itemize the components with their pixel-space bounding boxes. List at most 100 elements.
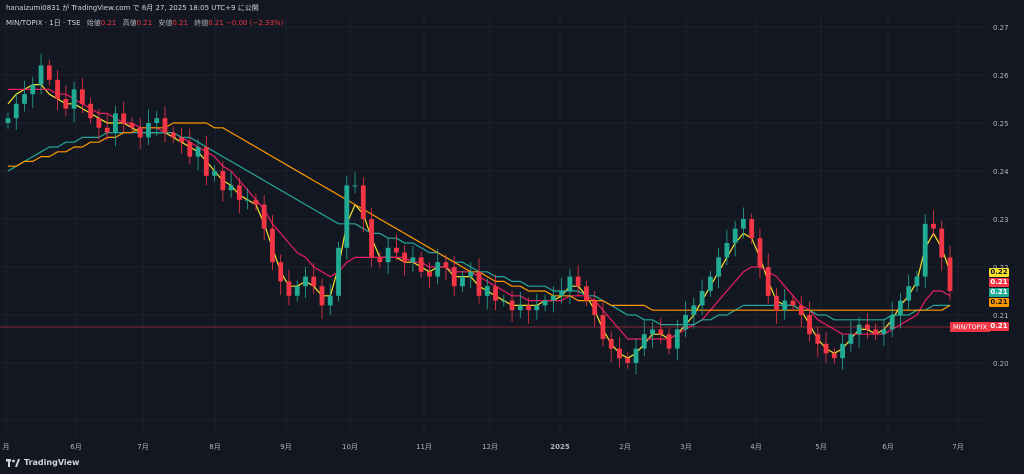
candle-body: [939, 228, 945, 258]
x-tick-label: 8月: [209, 443, 220, 451]
candle-body: [517, 305, 523, 311]
candle-body: [674, 329, 680, 349]
candle-body: [327, 295, 333, 306]
candle-body: [13, 103, 19, 119]
candle-body: [798, 305, 804, 315]
candle-body: [46, 65, 52, 80]
candle-body: [625, 358, 631, 363]
publish-header: hanaizumi0831 が TradingView.com で 6月 27,…: [6, 4, 259, 12]
candle-body: [774, 295, 779, 311]
price-tag-ma-fast: 0.22: [989, 268, 1009, 277]
x-tick-label: 4月: [750, 443, 761, 451]
last-price-tag: 0.21: [989, 322, 1009, 331]
candle-body: [336, 247, 341, 296]
candle-body: [212, 171, 217, 176]
candle-body: [278, 262, 284, 282]
low-value: 0.21: [172, 19, 188, 27]
candle-body: [228, 185, 234, 191]
candle-body: [484, 286, 490, 296]
candle-body: [443, 262, 449, 267]
x-tick-label: 9月: [280, 443, 291, 451]
time-axis: 月 6月 7月 8月 9月 10月 11月 12月 2025 2月 3月 4月 5月 6月 7月: [3, 443, 964, 451]
candle-body: [195, 147, 201, 157]
x-tick-label: 7月: [952, 443, 963, 451]
candle-body: [856, 324, 862, 335]
candle-body: [749, 219, 755, 239]
candle-body: [311, 276, 317, 287]
candle-body: [493, 286, 498, 301]
footer-brand-label: TradingView: [24, 458, 80, 467]
candle-body: [303, 276, 308, 287]
y-tick-label: 0.27: [993, 24, 1009, 32]
y-tick-label: 0.21: [993, 312, 1009, 320]
candle-body: [476, 271, 482, 296]
candle-body: [641, 334, 647, 349]
open-label: 始値: [86, 19, 101, 27]
candle-body: [716, 257, 722, 277]
candle-body: [898, 300, 903, 315]
candle-body: [741, 219, 746, 229]
candle-body: [286, 281, 292, 296]
close-label: 終値: [194, 19, 209, 27]
x-tick-label: 11月: [416, 443, 432, 451]
low-label: 安値: [158, 19, 173, 27]
candle-body: [71, 89, 77, 109]
candle-body: [121, 113, 127, 123]
candle-body: [154, 118, 160, 123]
candle-body: [88, 103, 94, 119]
x-tick-label: 12月: [482, 443, 498, 451]
y-tick-label: 0.26: [993, 72, 1009, 80]
candle-body: [377, 257, 383, 263]
candle-body: [220, 171, 226, 191]
x-tick-label: 2025: [550, 443, 570, 451]
candle-body: [460, 276, 465, 287]
candle-body: [732, 228, 738, 243]
candle-body: [848, 334, 854, 344]
candle-body: [542, 300, 548, 306]
footer-brand[interactable]: TradingView: [6, 458, 79, 467]
candle-body: [534, 305, 540, 311]
candle-body: [550, 295, 556, 301]
candle-body: [5, 118, 11, 123]
price-tag-ma-slow: 0.21: [989, 288, 1009, 297]
price-tag-ma-long: 0.21: [989, 298, 1009, 307]
candle-body: [38, 65, 44, 85]
candle-body: [113, 113, 118, 133]
candle-body: [79, 89, 85, 104]
candle-body: [187, 142, 193, 157]
candle-body: [823, 343, 829, 354]
candlesticks: [5, 53, 953, 375]
candle-body: [96, 118, 102, 128]
candle-body: [410, 257, 416, 263]
y-tick-label: 0.24: [993, 168, 1009, 176]
price-tag-ma-mid: 0.21: [989, 278, 1009, 287]
candle-body: [294, 286, 300, 296]
candle-body: [509, 300, 515, 311]
symbol-name[interactable]: MIN/TOPIX · 1日 · TSE: [6, 19, 81, 27]
candle-body: [567, 276, 573, 291]
candle-body: [129, 123, 135, 128]
symbol-legend: MIN/TOPIX · 1日 · TSE 始値0.21 高値0.21 安値0.2…: [6, 18, 283, 28]
high-value: 0.21: [136, 19, 153, 27]
candle-body: [468, 271, 474, 277]
candle-body: [584, 286, 589, 301]
y-tick-label: 0.25: [993, 120, 1009, 128]
candle-body: [873, 329, 879, 335]
candle-body: [608, 339, 614, 349]
candle-body: [790, 300, 796, 306]
candle-body: [691, 305, 697, 315]
candle-body: [765, 267, 771, 296]
candle-body: [881, 329, 887, 335]
candle-body: [815, 334, 821, 344]
close-value: 0.21: [208, 19, 224, 27]
candle-body: [807, 315, 812, 335]
candle-body: [559, 291, 565, 296]
candle-body: [179, 137, 184, 143]
candle-body: [344, 185, 350, 248]
candle-body: [831, 353, 837, 359]
candle-body: [707, 276, 713, 291]
high-label: 高値: [122, 19, 137, 27]
candle-body: [782, 300, 788, 311]
open-value: 0.21: [100, 19, 117, 27]
